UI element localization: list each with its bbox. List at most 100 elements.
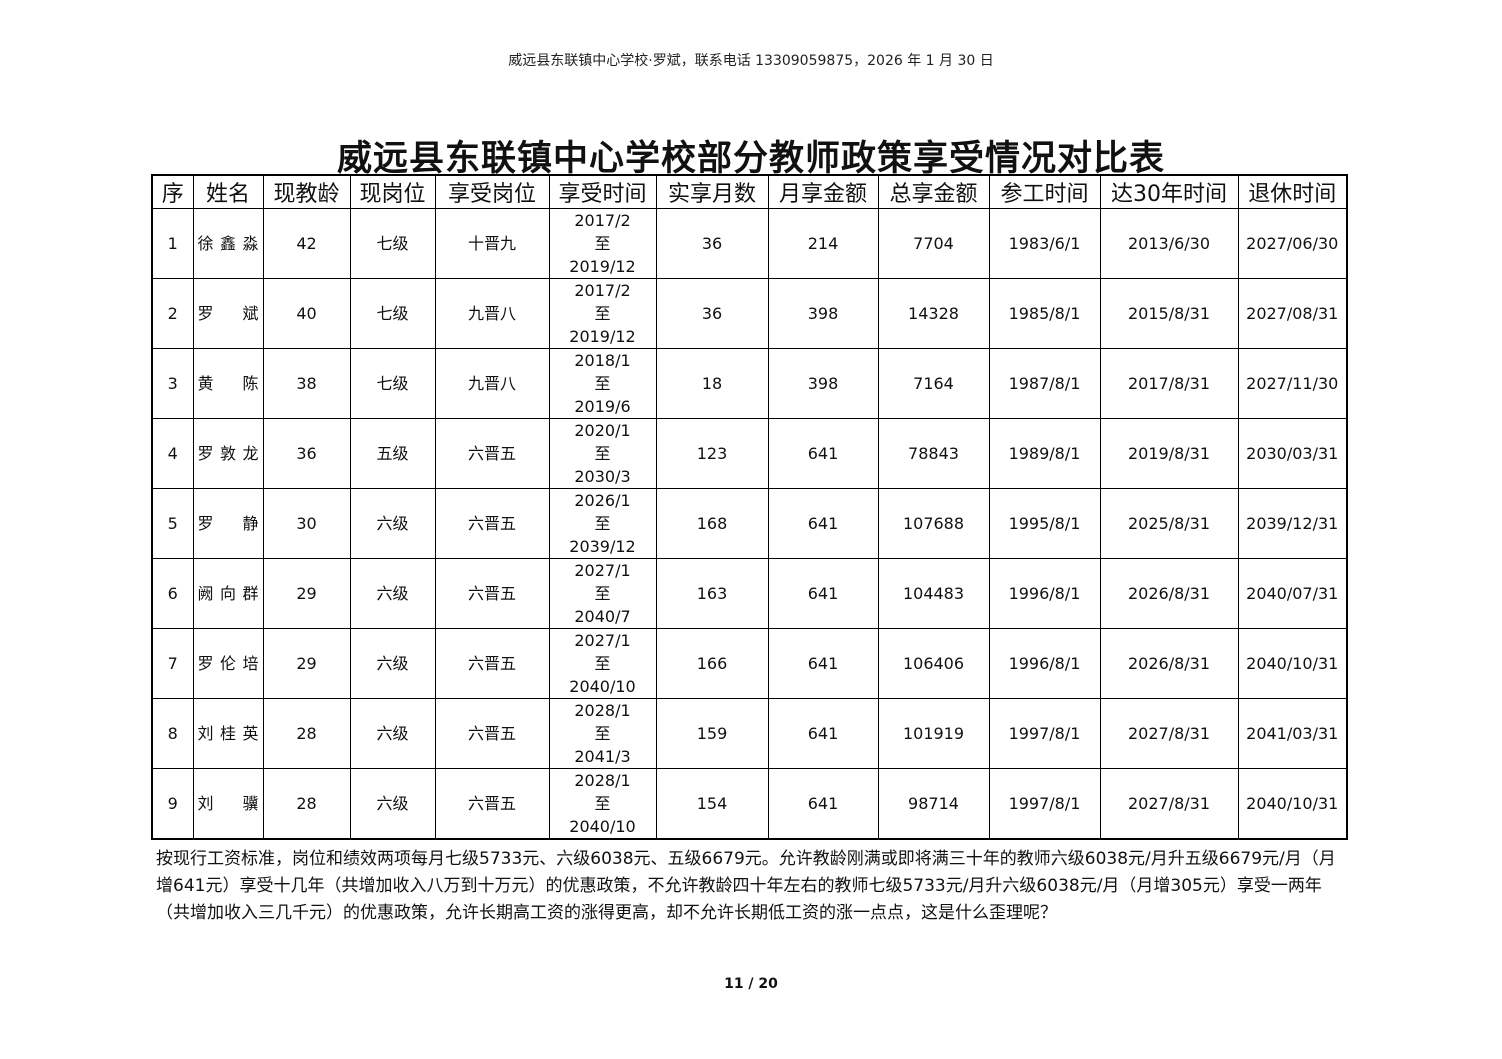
cell-period: 2028/1 至 2041/3 — [548, 698, 657, 769]
column-header: 现岗位 — [349, 174, 436, 209]
cell-retire: 2040/10/31 — [1237, 768, 1348, 840]
cell-years: 38 — [262, 348, 351, 419]
period-to: 2019/6 — [574, 397, 631, 416]
teacher-name: 徐鑫淼 — [197, 234, 259, 253]
cell-period: 2028/1 至 2040/10 — [548, 768, 657, 840]
cell-months: 166 — [655, 628, 769, 699]
cell-y30: 2027/8/31 — [1099, 768, 1239, 840]
period-from: 2018/1 — [574, 351, 631, 370]
cell-post: 六级 — [349, 768, 436, 840]
column-header: 实享月数 — [655, 174, 769, 209]
period-from: 2020/1 — [574, 421, 631, 440]
cell-period: 2017/2 至 2019/12 — [548, 278, 657, 349]
cell-y30: 2017/8/31 — [1099, 348, 1239, 419]
cell-total: 106406 — [877, 628, 990, 699]
cell-post: 七级 — [349, 208, 436, 279]
period-to-word: 至 — [594, 514, 611, 533]
cell-period: 2027/1 至 2040/7 — [548, 558, 657, 629]
column-header: 退休时间 — [1237, 174, 1348, 209]
cell-retire: 2039/12/31 — [1237, 488, 1348, 559]
cell-post: 六级 — [349, 628, 436, 699]
period-from: 2017/2 — [574, 211, 631, 230]
cell-retire: 2027/11/30 — [1237, 348, 1348, 419]
cell-monthly: 641 — [767, 698, 879, 769]
cell-monthly: 641 — [767, 488, 879, 559]
cell-start: 1996/8/1 — [988, 628, 1101, 699]
cell-period: 2020/1 至 2030/3 — [548, 418, 657, 489]
cell-total: 14328 — [877, 278, 990, 349]
cell-monthly: 641 — [767, 558, 879, 629]
note-paragraph: 按现行工资标准，岗位和绩效两项每月七级5733元、六级6038元、五级6679元… — [156, 849, 1336, 923]
cell-start: 1996/8/1 — [988, 558, 1101, 629]
comparison-table: 序姓名 现教龄 现岗位 享受岗位 享受时间 实享月数 月享金额 总享金额 参工时间 达30年时间退… — [151, 174, 1348, 840]
cell-years: 29 — [262, 558, 351, 629]
cell-years: 29 — [262, 628, 351, 699]
cell-retire: 2027/08/31 — [1237, 278, 1348, 349]
cell-years: 28 — [262, 768, 351, 840]
cell-months: 123 — [655, 418, 769, 489]
period-to-word: 至 — [594, 444, 611, 463]
teacher-name: 刘桂英 — [197, 724, 259, 743]
page-number: 11 / 20 — [724, 976, 778, 992]
cell-post: 六级 — [349, 488, 436, 559]
cell-y30: 2027/8/31 — [1099, 698, 1239, 769]
cell-monthly: 641 — [767, 628, 879, 699]
teacher-name: 罗静 — [197, 514, 259, 533]
column-header: 姓名 — [192, 174, 264, 209]
column-header: 享受岗位 — [434, 174, 550, 209]
cell-name: 黄陈 — [192, 348, 264, 419]
table-row: 5 罗静 30 六级 六晋五 2026/1 至 2039/12 168 641 107688 1995… — [151, 488, 1348, 559]
column-header: 享受时间 — [548, 174, 657, 209]
period-to-word: 至 — [594, 374, 611, 393]
table-row: 2 罗斌 40 七级 九晋八 2017/2 至 2019/12 36 398 14328 1985/8… — [151, 278, 1348, 349]
table-row: 8 刘桂英 28 六级 六晋五 2028/1 至 2041/3 159 641 101919 1997… — [151, 698, 1348, 769]
table-row: 6 阙向群 29 六级 六晋五 2027/1 至 2040/7 163 641 104483 1996… — [151, 558, 1348, 629]
period-to-word: 至 — [594, 724, 611, 743]
cell-start: 1997/8/1 — [988, 768, 1101, 840]
cell-start: 1995/8/1 — [988, 488, 1101, 559]
cell-no: 2 — [151, 278, 194, 349]
cell-months: 168 — [655, 488, 769, 559]
cell-target: 九晋八 — [434, 348, 550, 419]
cell-period: 2018/1 至 2019/6 — [548, 348, 657, 419]
period-to: 2040/7 — [574, 607, 631, 626]
cell-target: 九晋八 — [434, 278, 550, 349]
cell-target: 六晋五 — [434, 628, 550, 699]
cell-months: 36 — [655, 208, 769, 279]
period-from: 2028/1 — [574, 771, 631, 790]
teacher-name: 罗伦培 — [197, 654, 259, 673]
cell-name: 罗斌 — [192, 278, 264, 349]
cell-retire: 2027/06/30 — [1237, 208, 1348, 279]
page-title: 威远县东联镇中心学校部分教师政策享受情况对比表 — [336, 139, 1165, 179]
cell-years: 42 — [262, 208, 351, 279]
cell-y30: 2026/8/31 — [1099, 628, 1239, 699]
cell-start: 1985/8/1 — [988, 278, 1101, 349]
cell-name: 罗敦龙 — [192, 418, 264, 489]
cell-period: 2017/2 至 2019/12 — [548, 208, 657, 279]
cell-months: 18 — [655, 348, 769, 419]
period-from: 2027/1 — [574, 561, 631, 580]
cell-y30: 2013/6/30 — [1099, 208, 1239, 279]
column-header: 参工时间 — [988, 174, 1101, 209]
cell-target: 六晋五 — [434, 488, 550, 559]
period-to: 2040/10 — [569, 677, 636, 696]
cell-total: 98714 — [877, 768, 990, 840]
cell-total: 78843 — [877, 418, 990, 489]
cell-retire: 2040/10/31 — [1237, 628, 1348, 699]
cell-y30: 2015/8/31 — [1099, 278, 1239, 349]
cell-monthly: 398 — [767, 278, 879, 349]
cell-monthly: 398 — [767, 348, 879, 419]
period-to-word: 至 — [594, 584, 611, 603]
page-header: 威远县东联镇中心学校·罗斌，联系电话 13309059875，2026 年 1 … — [508, 53, 994, 69]
teacher-name: 刘骥 — [197, 794, 259, 813]
period-to: 2041/3 — [574, 747, 631, 766]
cell-target: 六晋五 — [434, 558, 550, 629]
cell-name: 刘骥 — [192, 768, 264, 840]
period-from: 2027/1 — [574, 631, 631, 650]
cell-total: 7704 — [877, 208, 990, 279]
cell-no: 9 — [151, 768, 194, 840]
period-to-word: 至 — [594, 234, 611, 253]
period-to: 2040/10 — [569, 817, 636, 836]
cell-monthly: 214 — [767, 208, 879, 279]
column-header: 达30年时间 — [1099, 174, 1239, 209]
